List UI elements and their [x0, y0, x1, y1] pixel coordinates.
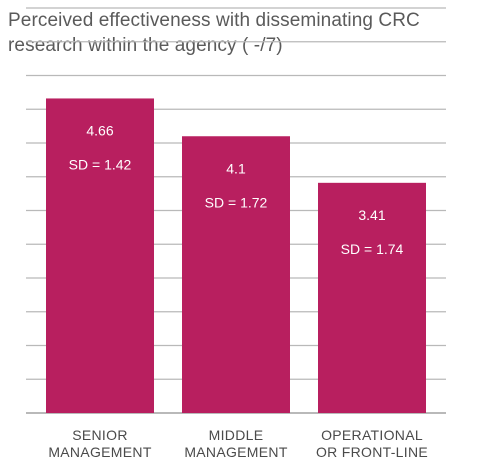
- chart-title: Perceived effectiveness with disseminati…: [8, 8, 478, 58]
- x-tick-label: SENIOR: [72, 427, 127, 443]
- bar-value-label: 3.41: [358, 207, 385, 223]
- bar-sd-label: SD = 1.42: [69, 156, 132, 172]
- bar: [182, 136, 290, 413]
- bar-value-label: 4.66: [86, 122, 113, 138]
- chart-title-line-2: research within the agency ( -/7): [8, 35, 283, 56]
- chart-title-line-1: Perceived effectiveness with disseminati…: [8, 10, 420, 31]
- bar: [46, 98, 154, 413]
- x-tick-label: MIDDLE: [209, 427, 264, 443]
- bar: [318, 182, 426, 413]
- bar-sd-label: SD = 1.72: [205, 194, 268, 210]
- bar-value-label: 4.1: [226, 160, 246, 176]
- x-tick-label: OR FRONT-LINE: [316, 444, 428, 460]
- x-tick-label: MANAGEMENT: [48, 444, 151, 460]
- x-tick-label: OPERATIONAL: [321, 427, 423, 443]
- bar-sd-label: SD = 1.74: [341, 241, 404, 257]
- x-tick-label: MANAGEMENT: [184, 444, 287, 460]
